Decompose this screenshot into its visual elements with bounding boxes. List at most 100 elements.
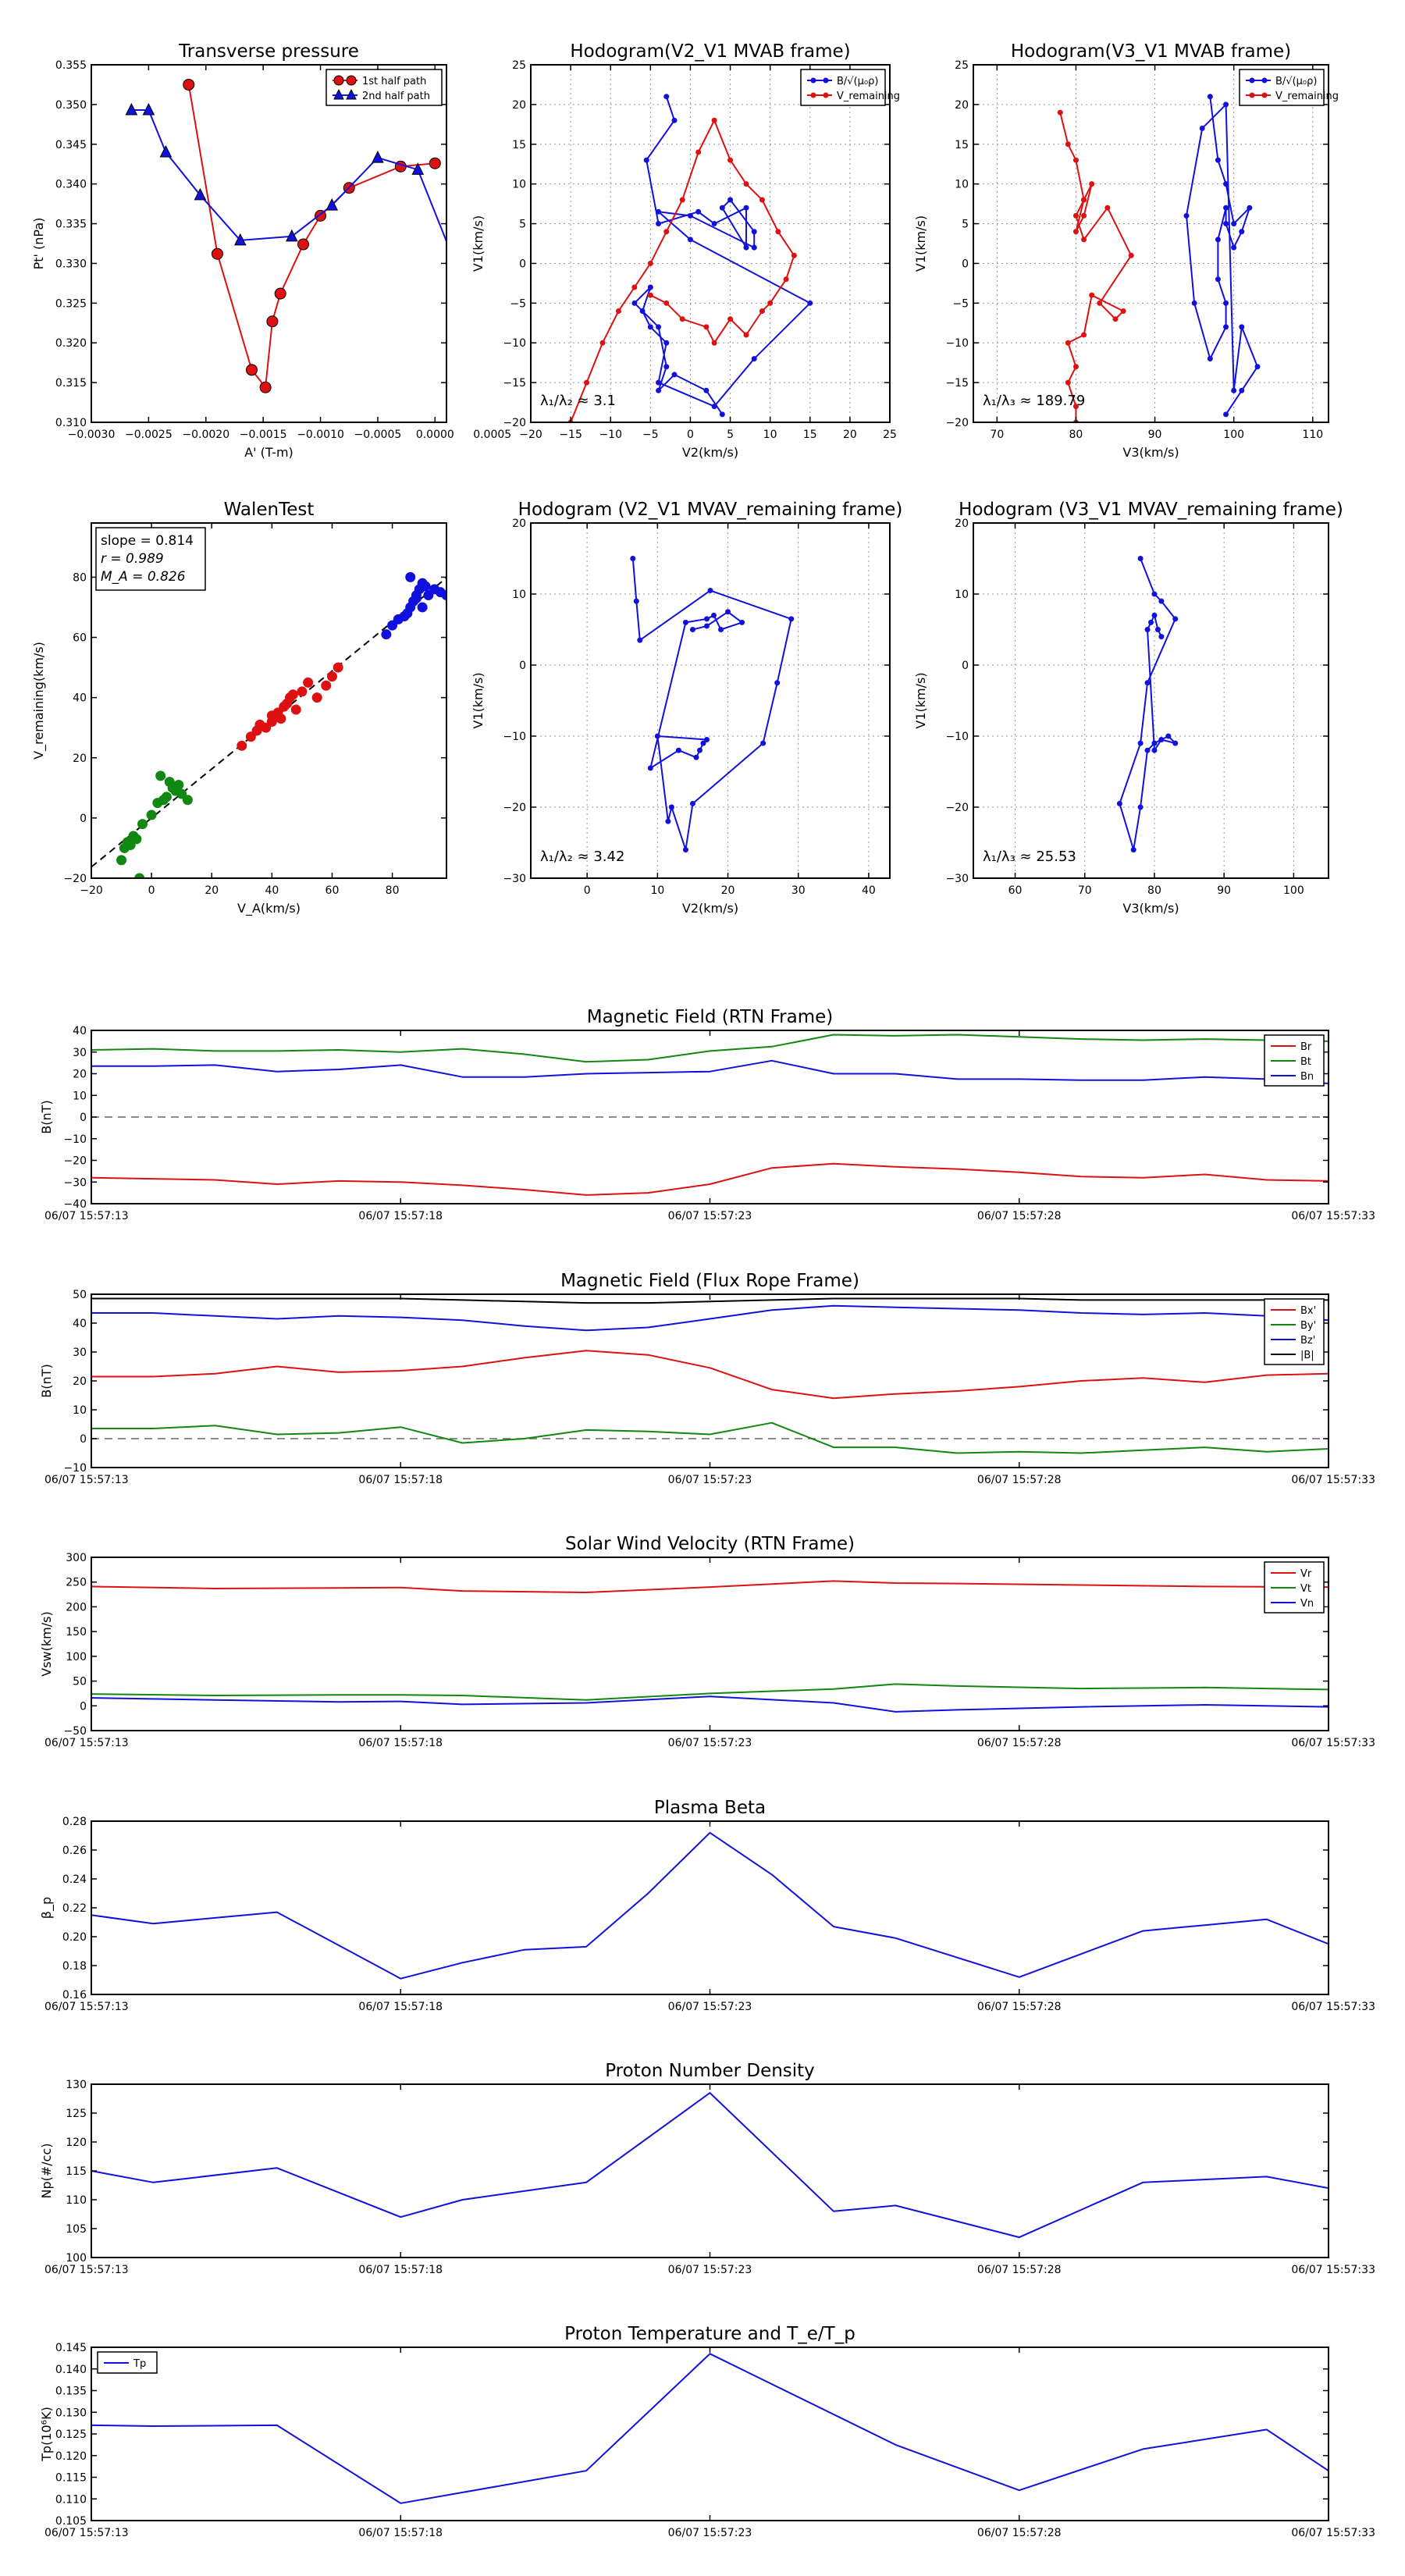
scatter-point bbox=[321, 680, 332, 691]
scatter-point bbox=[333, 662, 343, 673]
x-tick-label: 40 bbox=[862, 884, 876, 897]
y-tick-label: −5 bbox=[510, 297, 526, 310]
y-tick-label: 60 bbox=[73, 632, 87, 645]
data-point bbox=[1120, 308, 1126, 315]
legend-label: 1st half path bbox=[362, 76, 426, 87]
y-tick-label: 0.105 bbox=[55, 2515, 87, 2528]
plot-frame bbox=[91, 1557, 1329, 1731]
y-tick-label: 20 bbox=[512, 99, 526, 112]
x-tick-label: 10 bbox=[763, 429, 777, 441]
y-tick-label: 0 bbox=[80, 1433, 87, 1446]
legend-label: Bt bbox=[1300, 1056, 1311, 1068]
data-point bbox=[718, 627, 724, 632]
y-tick-label: 80 bbox=[73, 571, 87, 584]
scatter-point bbox=[287, 689, 298, 700]
chart-title: Hodogram(V2_V1 MVAB frame) bbox=[570, 41, 850, 62]
data-point bbox=[1231, 244, 1237, 251]
scatter-point bbox=[276, 713, 286, 724]
chart-title: Proton Number Density bbox=[605, 2061, 815, 2081]
y-tick-label: 0.310 bbox=[55, 417, 87, 429]
plot-frame bbox=[973, 522, 1329, 879]
y-tick-label: −10 bbox=[503, 731, 526, 743]
data-point bbox=[631, 300, 638, 306]
legend-label: By' bbox=[1300, 1320, 1316, 1332]
x-tick-label: 15 bbox=[803, 429, 817, 441]
scatter-point bbox=[297, 686, 308, 697]
y-tick-label: 0.140 bbox=[55, 2364, 87, 2376]
scatter-point bbox=[423, 590, 434, 601]
eigen-ratio-annotation: λ₁/λ₃ ≈ 25.53 bbox=[983, 849, 1076, 865]
data-point bbox=[703, 737, 710, 743]
scatter-point bbox=[173, 779, 184, 790]
data-point bbox=[663, 229, 670, 235]
data-point bbox=[807, 300, 813, 306]
series-line-series-beta bbox=[91, 1831, 1329, 1980]
legend-marker bbox=[333, 88, 344, 100]
data-point bbox=[1130, 847, 1136, 853]
scatter-point bbox=[146, 809, 157, 820]
y-tick-label: 110 bbox=[66, 2194, 87, 2207]
legend-box bbox=[1264, 1561, 1325, 1614]
y-tick-label: 40 bbox=[73, 1025, 87, 1037]
legend-label: Vn bbox=[1300, 1598, 1314, 1610]
legend-label: Tp bbox=[133, 2358, 146, 2370]
x-tick-label: 0.0005 bbox=[473, 429, 511, 441]
x-tick-label: 06/07 15:57:33 bbox=[1291, 1210, 1375, 1222]
x-tick-label: 06/07 15:57:18 bbox=[358, 2001, 443, 2013]
data-point bbox=[1151, 740, 1158, 746]
stats-slope: slope = 0.814 bbox=[101, 533, 194, 549]
y-tick-label: 0.125 bbox=[55, 2428, 87, 2441]
chart-h1: −20 −15 −10 −5 0 5 10 15 20 25 −20 −15 −10 −5 0 5 10 15 20… bbox=[471, 41, 900, 460]
scatter-point bbox=[441, 590, 446, 601]
data-point bbox=[1183, 212, 1190, 219]
legend-marker bbox=[1261, 77, 1268, 84]
plot-frame bbox=[973, 64, 1329, 423]
x-tick-label: −20 bbox=[519, 429, 542, 441]
x-tick-label: 06/07 15:57:18 bbox=[358, 1210, 443, 1222]
stats-r: r = 0.989 bbox=[101, 551, 164, 567]
y-axis-label: Pt' (nPa) bbox=[31, 218, 46, 270]
x-tick-label: 25 bbox=[883, 429, 897, 441]
x-tick-label: 06/07 15:57:18 bbox=[358, 2527, 443, 2539]
data-point bbox=[711, 612, 717, 618]
series-line-series-2nd-half-path bbox=[131, 109, 446, 244]
y-tick-label: 0.130 bbox=[55, 2407, 87, 2419]
y-axis-label: B(nT) bbox=[39, 1100, 54, 1133]
data-point bbox=[663, 94, 670, 100]
data-point bbox=[429, 157, 441, 169]
scatter-point bbox=[155, 770, 166, 781]
x-tick-label: 110 bbox=[1302, 429, 1323, 441]
stats-box bbox=[95, 527, 206, 591]
y-tick-label: 150 bbox=[66, 1626, 87, 1638]
data-point bbox=[703, 616, 710, 622]
y-tick-label: 100 bbox=[66, 1651, 87, 1663]
x-tick-label: 90 bbox=[1148, 429, 1162, 441]
y-tick-label: 0.335 bbox=[55, 219, 87, 231]
data-point bbox=[682, 847, 688, 853]
chart-title: Plasma Beta bbox=[654, 1798, 766, 1818]
y-tick-label: −15 bbox=[945, 377, 969, 390]
data-point bbox=[1065, 379, 1071, 386]
x-tick-label: −15 bbox=[559, 429, 582, 441]
scatter-point bbox=[266, 710, 277, 721]
x-tick-label: 60 bbox=[1008, 884, 1023, 897]
data-point bbox=[1231, 387, 1237, 393]
data-point bbox=[775, 229, 781, 235]
y-tick-label: 10 bbox=[512, 179, 526, 191]
series-line-series-tp bbox=[91, 2353, 1329, 2504]
legend-marker bbox=[810, 77, 816, 84]
scatter-point bbox=[311, 692, 322, 703]
legend-box bbox=[800, 69, 886, 106]
data-point bbox=[1081, 212, 1087, 219]
y-tick-label: 0.115 bbox=[55, 2472, 87, 2485]
data-point bbox=[1057, 109, 1063, 116]
data-point bbox=[245, 364, 258, 376]
data-point bbox=[1223, 205, 1229, 211]
x-tick-label: 06/07 15:57:18 bbox=[358, 2264, 443, 2276]
legend: B/√(μ₀ρ) V_remaining bbox=[1239, 69, 1339, 106]
data-point bbox=[654, 733, 660, 739]
data-point bbox=[696, 747, 702, 753]
legend: Br Bt Bn bbox=[1264, 1034, 1325, 1087]
data-point bbox=[159, 144, 173, 158]
data-point bbox=[1215, 237, 1221, 243]
